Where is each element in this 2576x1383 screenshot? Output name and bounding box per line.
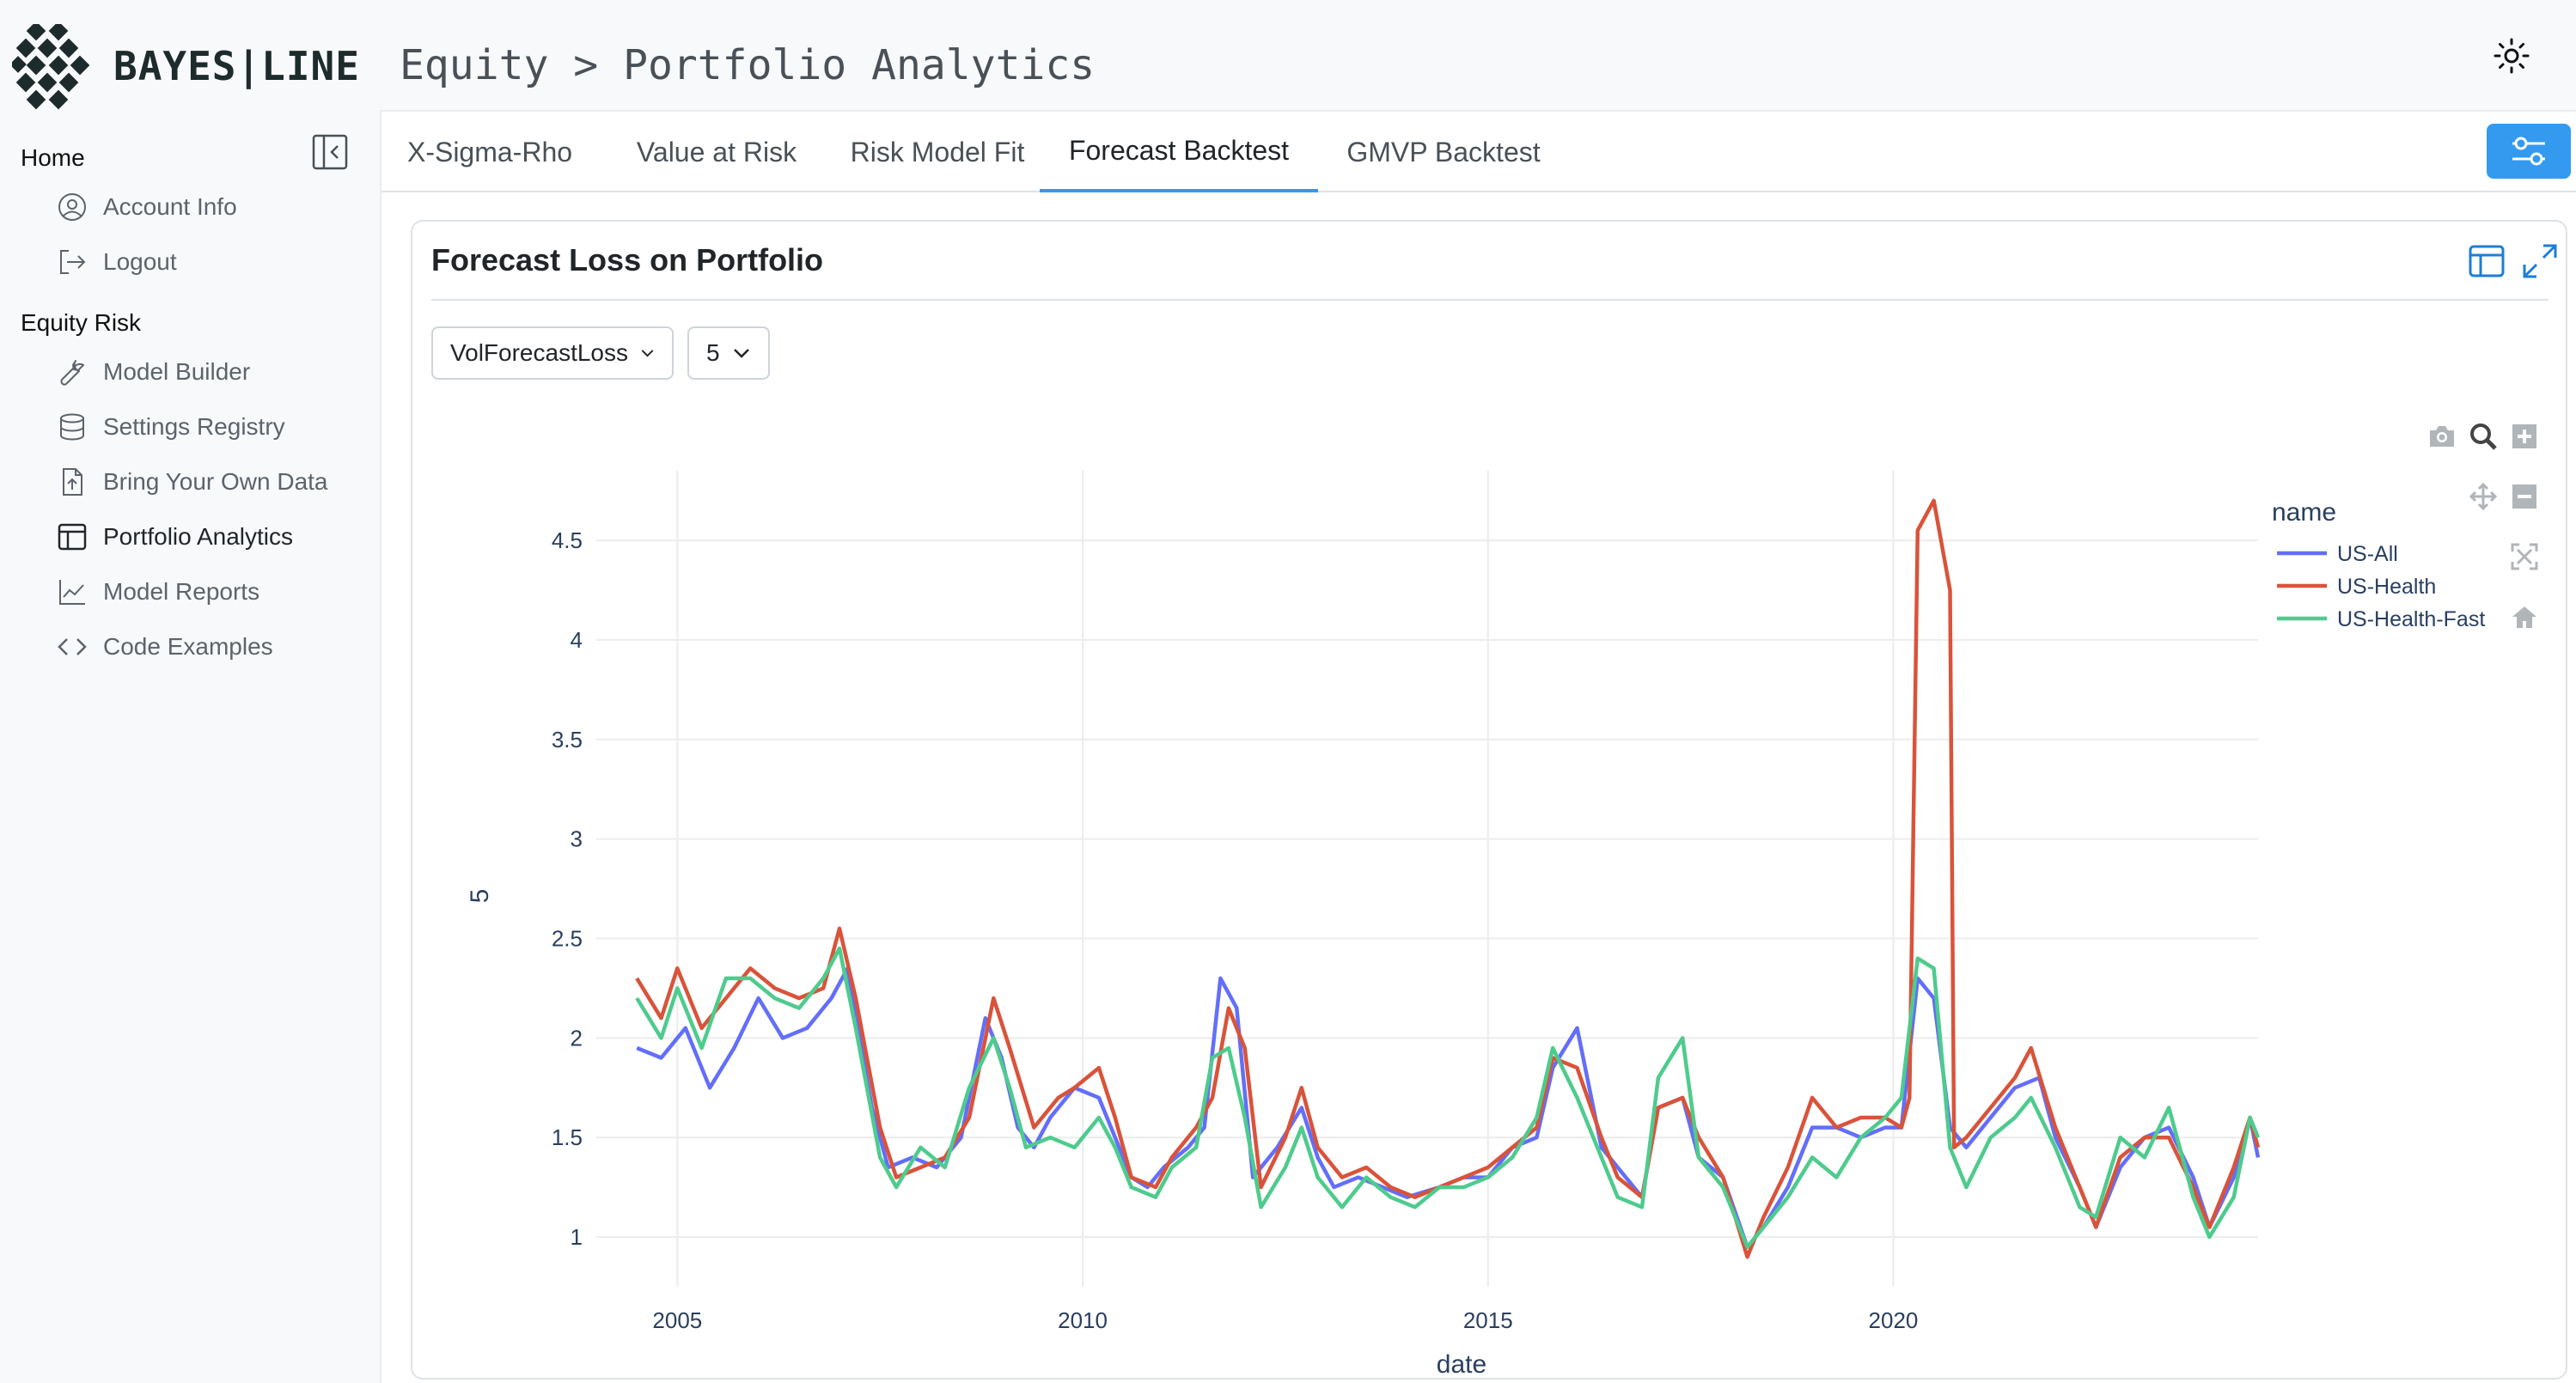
table-view-icon[interactable] <box>2466 241 2507 282</box>
sidebar-item-label: Account Info <box>103 193 237 220</box>
main-panel: X-Sigma-Rho Value at Risk Risk Model Fit… <box>380 110 2576 1383</box>
tab-gmvp-backtest[interactable]: GMVP Backtest <box>1346 136 1541 168</box>
sidebar-item-label: Settings Registry <box>103 413 285 440</box>
chart-card: Forecast Loss on Portfolio VolForecastLo… <box>411 220 2567 1380</box>
window-select-value: 5 <box>706 339 720 366</box>
sidebar-item-label: Code Examples <box>103 633 273 660</box>
pan-icon[interactable] <box>2468 481 2499 512</box>
table-icon <box>55 520 89 554</box>
sidebar-item-label: Model Reports <box>103 578 260 605</box>
y-tick-label: 3.5 <box>552 727 583 752</box>
zoom-out-icon[interactable] <box>2509 481 2540 512</box>
sidebar-item-code-examples[interactable]: Code Examples <box>55 624 364 670</box>
tab-value-at-risk[interactable]: Value at Risk <box>636 136 797 168</box>
legend-title: name <box>2272 498 2336 527</box>
nav-heading-equity-risk[interactable]: Equity Risk <box>21 309 142 336</box>
zoom-in-icon[interactable] <box>2509 421 2540 452</box>
sidebar-item-label: Model Builder <box>103 358 251 385</box>
sidebar-item-account-info[interactable]: Account Info <box>55 184 364 230</box>
sidebar-item-model-builder[interactable]: Model Builder <box>55 349 364 395</box>
legend-item[interactable]: US-Health-Fast <box>2337 607 2485 631</box>
sidebar-item-model-reports[interactable]: Model Reports <box>55 569 364 615</box>
settings-button[interactable] <box>2487 124 2571 179</box>
legend-item[interactable]: US-All <box>2337 542 2398 566</box>
brand-name: BAYES|LINE <box>113 43 360 89</box>
autoscale-icon[interactable] <box>2509 541 2540 572</box>
file-upload-icon <box>55 465 89 499</box>
sidebar: Home Account Info Logout Equity Risk Mod… <box>0 112 380 1383</box>
sidebar-item-label: Portfolio Analytics <box>103 523 293 550</box>
tab-risk-model-fit[interactable]: Risk Model Fit <box>850 136 1025 168</box>
chevron-down-icon <box>641 350 654 357</box>
y-tick-label: 3 <box>571 826 583 852</box>
metric-select-value: VolForecastLoss <box>450 339 628 366</box>
tab-bar: X-Sigma-Rho Value at Risk Risk Model Fit… <box>382 112 2576 192</box>
camera-icon[interactable] <box>2426 421 2457 452</box>
reset-axes-icon[interactable] <box>2509 601 2540 632</box>
wrench-icon <box>55 355 89 389</box>
user-circle-icon <box>55 190 89 224</box>
chevron-down-icon <box>733 349 749 358</box>
sun-icon[interactable] <box>2490 34 2533 77</box>
sidebar-item-logout[interactable]: Logout <box>55 239 364 285</box>
expand-icon[interactable] <box>2519 241 2561 282</box>
sidebar-item-portfolio-analytics[interactable]: Portfolio Analytics <box>55 514 364 560</box>
breadcrumb: Equity > Portfolio Analytics <box>400 41 1096 89</box>
database-icon <box>55 410 89 444</box>
series-line-us-all[interactable] <box>636 966 2261 1249</box>
zoom-icon[interactable] <box>2468 421 2499 452</box>
line-chart-icon <box>55 575 89 609</box>
forecast-loss-chart[interactable]: 1 1.5 2 2.5 3 3.5 4 4.5 2005 2010 2015 2020 date 5 nam… <box>412 222 2566 1378</box>
x-tick-label: 2020 <box>1869 1307 1919 1333</box>
nav-heading-home[interactable]: Home <box>21 144 85 171</box>
code-icon <box>55 630 89 664</box>
sidebar-item-bring-your-own-data[interactable]: Bring Your Own Data <box>55 459 364 505</box>
y-tick-label: 4 <box>571 627 583 653</box>
tab-forecast-backtest[interactable]: Forecast Backtest <box>1040 112 1318 192</box>
y-tick-label: 1 <box>571 1224 583 1250</box>
x-tick-label: 2015 <box>1463 1307 1513 1333</box>
y-axis-label: 5 <box>466 889 494 904</box>
series-line-us-health[interactable] <box>635 498 2261 1259</box>
x-axis-label: date <box>1437 1350 1486 1378</box>
collapse-sidebar-icon[interactable] <box>311 133 349 171</box>
y-tick-label: 2.5 <box>552 926 583 952</box>
series-line-us-health-fast[interactable] <box>635 946 2261 1249</box>
card-title: Forecast Loss on Portfolio <box>431 242 824 277</box>
metric-select[interactable]: VolForecastLoss <box>431 326 674 380</box>
sidebar-item-settings-registry[interactable]: Settings Registry <box>55 404 364 450</box>
bayesline-logo <box>12 24 89 110</box>
tab-x-sigma-rho[interactable]: X-Sigma-Rho <box>406 136 573 168</box>
x-tick-label: 2005 <box>652 1307 702 1333</box>
sidebar-item-label: Logout <box>103 248 177 275</box>
y-tick-label: 2 <box>571 1025 583 1051</box>
sidebar-item-label: Bring Your Own Data <box>103 468 328 495</box>
x-tick-label: 2010 <box>1058 1307 1108 1333</box>
window-select[interactable]: 5 <box>687 326 770 380</box>
sliders-icon <box>2512 137 2545 166</box>
legend-item[interactable]: US-Health <box>2337 575 2436 599</box>
y-tick-label: 4.5 <box>552 527 583 553</box>
logout-icon <box>55 245 89 279</box>
y-tick-label: 1.5 <box>552 1124 583 1150</box>
card-divider <box>431 299 2549 301</box>
